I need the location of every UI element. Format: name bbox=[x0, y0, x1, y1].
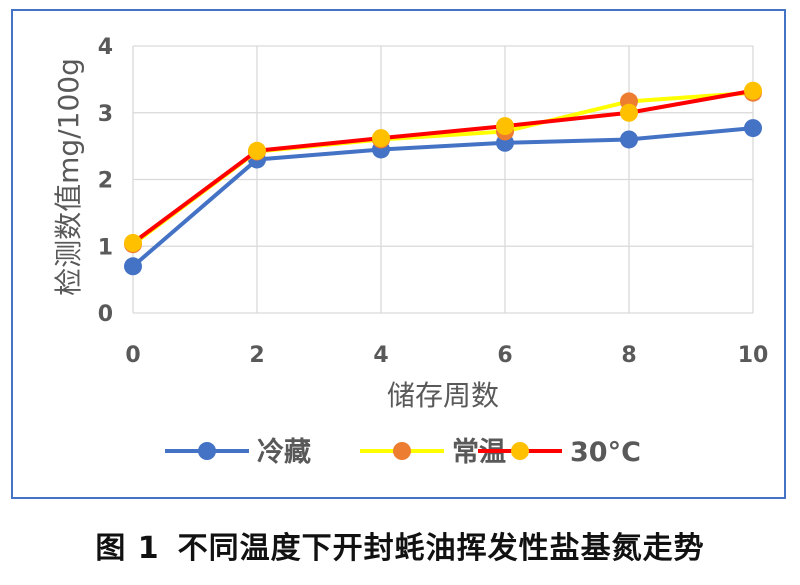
data-point bbox=[620, 103, 638, 122]
legend-label: 30°C bbox=[570, 437, 641, 468]
y-tick-label: 0 bbox=[98, 302, 113, 327]
y-tick-label: 3 bbox=[98, 102, 113, 127]
figure-caption-text: 不同温度下开封蚝油挥发性盐基氮走势 bbox=[177, 531, 705, 566]
y-tick-label: 4 bbox=[98, 35, 113, 60]
data-point bbox=[744, 81, 762, 100]
legend-item: 冷藏 bbox=[165, 437, 311, 468]
data-point bbox=[744, 119, 762, 138]
data-point bbox=[124, 233, 142, 252]
legend-marker bbox=[511, 442, 529, 460]
data-point bbox=[372, 129, 390, 148]
x-tick-labels: 0 2 4 6 8 10 bbox=[125, 343, 768, 368]
x-tick-label: 10 bbox=[738, 343, 769, 368]
figure-caption: 图 1 不同温度下开封蚝油挥发性盐基氮走势 bbox=[0, 523, 800, 567]
legend-marker bbox=[393, 442, 411, 460]
grid bbox=[132, 45, 754, 314]
series-line bbox=[131, 88, 754, 245]
x-tick-label: 6 bbox=[497, 343, 512, 368]
line-chart: 0 1 2 3 4 0 2 4 6 8 10 检测数值mg/100g 储存周数 冷藏 常温 30°C bbox=[52, 35, 768, 468]
series bbox=[124, 81, 762, 276]
legend: 冷藏 常温 30°C bbox=[165, 437, 641, 468]
chart-frame bbox=[11, 9, 786, 499]
series-line bbox=[131, 126, 754, 268]
x-axis-label: 储存周数 bbox=[387, 379, 499, 412]
data-point bbox=[248, 141, 266, 160]
series-line bbox=[131, 90, 754, 246]
x-tick-label: 2 bbox=[249, 343, 264, 368]
legend-marker bbox=[198, 442, 216, 460]
y-tick-label: 1 bbox=[98, 235, 113, 260]
series-1 bbox=[124, 83, 762, 254]
x-tick-label: 4 bbox=[373, 343, 388, 368]
figure-number: 图 1 bbox=[95, 531, 160, 566]
x-tick-label: 8 bbox=[621, 343, 636, 368]
series-2 bbox=[124, 81, 762, 252]
legend-label: 冷藏 bbox=[257, 437, 311, 468]
x-tick-label: 0 bbox=[125, 343, 140, 368]
y-axis-label: 检测数值mg/100g bbox=[52, 58, 85, 296]
series-0 bbox=[124, 119, 762, 276]
data-point bbox=[124, 257, 142, 276]
y-tick-labels: 0 1 2 3 4 bbox=[98, 35, 113, 327]
y-tick-label: 2 bbox=[98, 169, 113, 194]
data-point bbox=[620, 130, 638, 149]
legend-item: 30°C bbox=[478, 437, 641, 468]
data-point bbox=[496, 117, 514, 136]
